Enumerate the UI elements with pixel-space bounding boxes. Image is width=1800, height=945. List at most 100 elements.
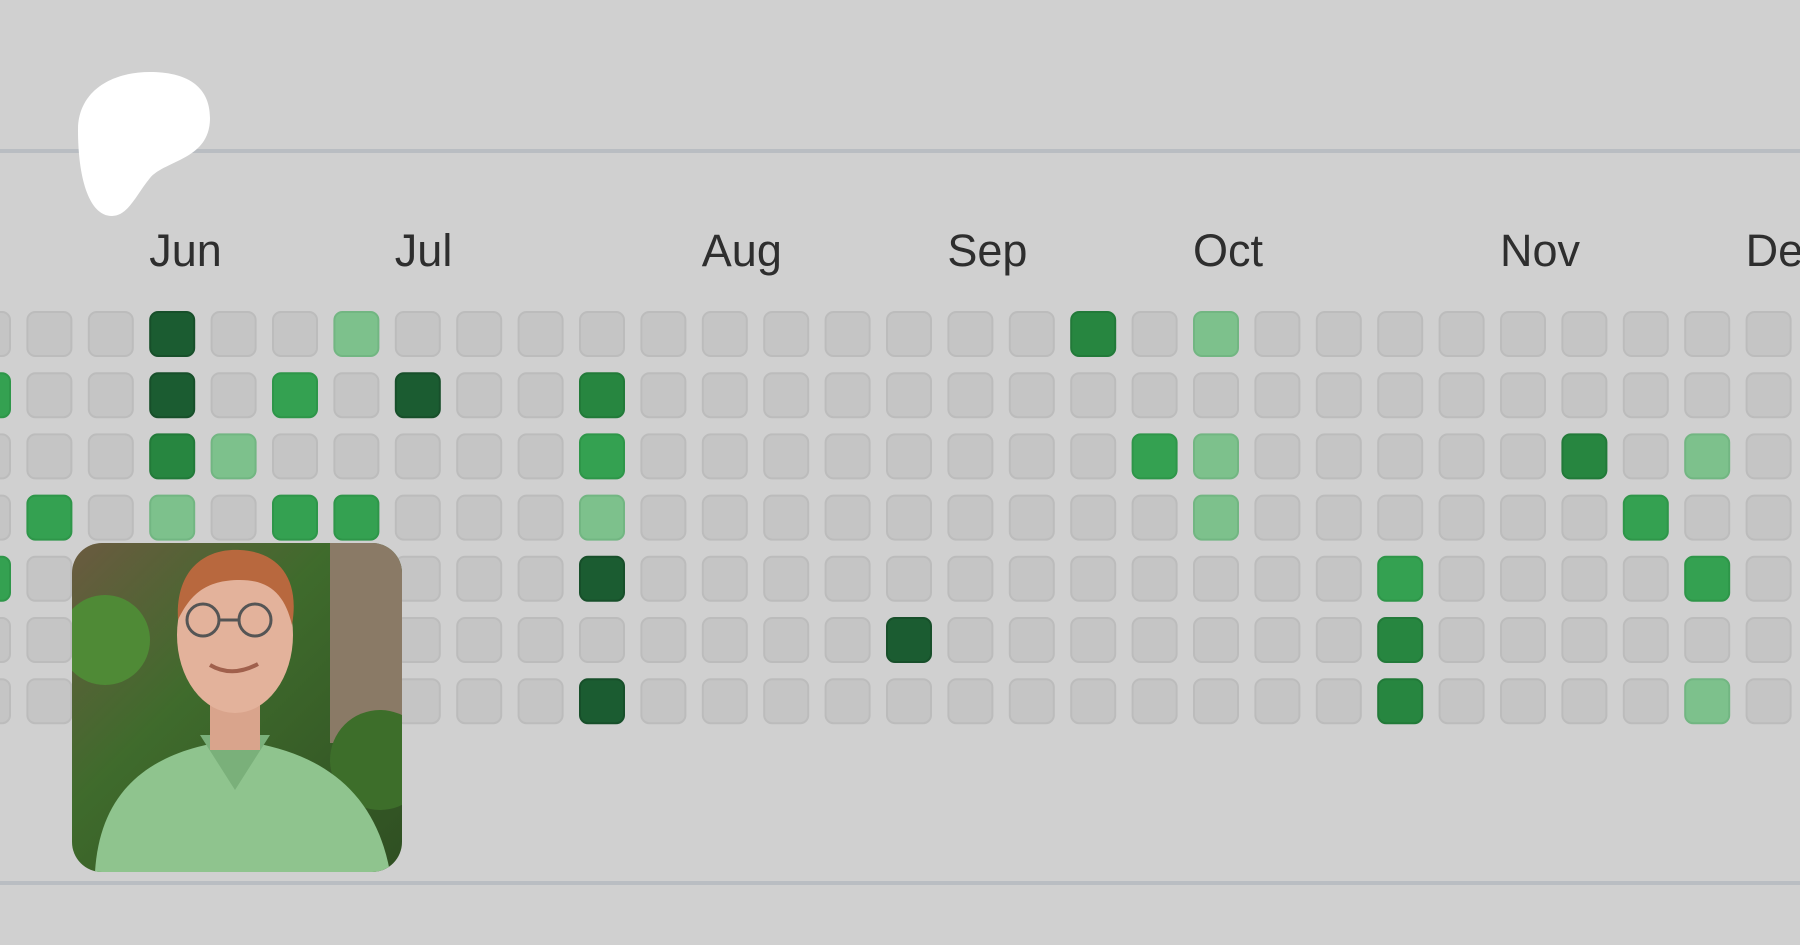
day-cell bbox=[824, 372, 871, 419]
day-cell bbox=[1438, 678, 1485, 725]
day-cell bbox=[579, 433, 625, 480]
day-cell bbox=[1438, 372, 1485, 419]
day-cell bbox=[517, 433, 564, 480]
day-cell bbox=[210, 372, 257, 419]
day-cell bbox=[517, 494, 564, 541]
day-cell bbox=[886, 617, 932, 663]
day-cell bbox=[1561, 555, 1608, 602]
day-cell bbox=[333, 372, 380, 419]
day-cell bbox=[0, 494, 11, 541]
day-cell bbox=[1254, 678, 1301, 725]
day-cell bbox=[149, 494, 196, 541]
day-cell bbox=[1684, 617, 1731, 663]
day-cell bbox=[272, 311, 318, 357]
day-cell bbox=[1070, 494, 1117, 541]
day-cell bbox=[1193, 555, 1239, 602]
day-cell bbox=[886, 678, 932, 725]
day-cell bbox=[1561, 617, 1608, 663]
day-cell bbox=[0, 311, 11, 357]
day-cell bbox=[1438, 433, 1485, 480]
day-cell bbox=[1622, 555, 1669, 602]
day-cell bbox=[824, 617, 871, 663]
day-cell bbox=[947, 372, 994, 419]
day-cell bbox=[1070, 311, 1117, 357]
day-cell bbox=[394, 617, 441, 663]
day-cell bbox=[1500, 555, 1546, 602]
day-cell bbox=[1622, 372, 1669, 419]
day-cell bbox=[1008, 617, 1055, 663]
day-cell bbox=[763, 617, 810, 663]
day-cell bbox=[1684, 494, 1731, 541]
day-cell bbox=[824, 311, 871, 357]
day-cell bbox=[1377, 311, 1424, 357]
day-cell bbox=[0, 678, 11, 725]
day-cell bbox=[394, 311, 441, 357]
day-cell bbox=[517, 678, 564, 725]
day-cell bbox=[1131, 372, 1178, 419]
day-cell bbox=[1315, 617, 1362, 663]
day-cell bbox=[701, 311, 748, 357]
day-cell bbox=[394, 678, 441, 725]
day-cell bbox=[1131, 617, 1178, 663]
day-cell bbox=[87, 433, 134, 480]
day-cell bbox=[456, 311, 503, 357]
day-cell bbox=[947, 678, 994, 725]
day-cell bbox=[1254, 555, 1301, 602]
day-cell bbox=[210, 494, 257, 541]
day-cell bbox=[394, 433, 441, 480]
day-cell bbox=[0, 372, 11, 419]
day-cell bbox=[456, 678, 503, 725]
day-cell bbox=[579, 678, 625, 725]
day-cell bbox=[1377, 678, 1424, 725]
day-cell bbox=[1684, 372, 1731, 419]
day-cell bbox=[394, 494, 441, 541]
day-cell bbox=[1008, 678, 1055, 725]
month-label: Jul bbox=[395, 225, 453, 276]
day-cell bbox=[1070, 555, 1117, 602]
day-cell bbox=[272, 494, 318, 541]
day-cell bbox=[640, 617, 687, 663]
day-cell bbox=[1315, 494, 1362, 541]
day-cell bbox=[579, 555, 625, 602]
day-cell bbox=[1070, 678, 1117, 725]
day-cell bbox=[1254, 494, 1301, 541]
day-cell bbox=[640, 555, 687, 602]
day-cell bbox=[1438, 494, 1485, 541]
day-cell bbox=[579, 494, 625, 541]
day-cell bbox=[1745, 494, 1792, 541]
day-cell bbox=[394, 555, 441, 602]
day-cell bbox=[1193, 311, 1239, 357]
day-cell bbox=[947, 555, 994, 602]
day-cell bbox=[1684, 433, 1731, 480]
day-cell bbox=[210, 433, 257, 480]
day-cell bbox=[149, 433, 196, 480]
day-cell bbox=[824, 678, 871, 725]
day-cell bbox=[1500, 617, 1546, 663]
day-cell bbox=[1561, 433, 1608, 480]
day-cell bbox=[1500, 372, 1546, 419]
logo bbox=[78, 72, 210, 216]
day-cell bbox=[456, 494, 503, 541]
day-cell bbox=[149, 311, 196, 357]
day-cell bbox=[579, 617, 625, 663]
day-cell bbox=[149, 372, 196, 419]
day-cell bbox=[394, 372, 441, 419]
day-cell bbox=[947, 311, 994, 357]
month-label: Oct bbox=[1193, 225, 1264, 276]
day-cell bbox=[763, 555, 810, 602]
day-cell bbox=[701, 494, 748, 541]
day-cell bbox=[947, 617, 994, 663]
day-cell bbox=[824, 555, 871, 602]
day-cell bbox=[1131, 555, 1178, 602]
day-cell bbox=[456, 433, 503, 480]
day-cell bbox=[87, 494, 134, 541]
day-cell bbox=[1315, 372, 1362, 419]
day-cell bbox=[1561, 494, 1608, 541]
day-cell bbox=[640, 494, 687, 541]
day-cell bbox=[1745, 372, 1792, 419]
day-cell bbox=[87, 311, 134, 357]
day-cell bbox=[640, 372, 687, 419]
day-cell bbox=[1193, 372, 1239, 419]
day-cell bbox=[1500, 433, 1546, 480]
day-cell bbox=[1315, 555, 1362, 602]
